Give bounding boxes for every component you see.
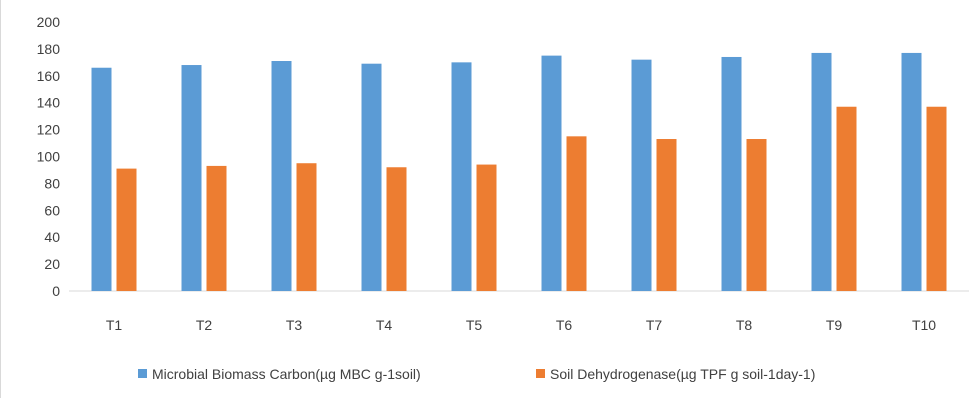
bar-dehydrogenase — [206, 165, 227, 291]
x-tick-label: T8 — [736, 317, 753, 333]
bar-mbc — [361, 63, 382, 291]
x-tick-label: T9 — [826, 317, 843, 333]
bar-dehydrogenase — [746, 139, 767, 291]
x-tick-label: T5 — [466, 317, 483, 333]
x-tick-label: T2 — [196, 317, 213, 333]
x-axis-ticks: T1 T2 T3 T4 T5 T6 T7 T8 T9 T10 — [106, 317, 936, 333]
y-tick-label: 200 — [37, 14, 61, 30]
bar-dehydrogenase — [566, 136, 587, 291]
legend-swatch-dehydrogenase — [536, 369, 545, 378]
bar-mbc — [721, 56, 742, 291]
legend-label-dehydrogenase: Soil Dehydrogenase(µg TPF g soil-1day-1) — [550, 366, 815, 382]
bar-mbc — [541, 55, 562, 291]
x-tick-label: T4 — [376, 317, 393, 333]
bars-group — [91, 52, 947, 292]
legend: Microbial Biomass Carbon(µg MBC g-1soil)… — [138, 366, 815, 382]
y-tick-label: 180 — [37, 41, 61, 57]
y-tick-label: 160 — [37, 68, 61, 84]
bar-mbc — [901, 52, 922, 292]
y-tick-label: 20 — [44, 256, 60, 272]
y-tick-label: 100 — [37, 149, 61, 165]
x-tick-label: T6 — [556, 317, 573, 333]
y-axis-ticks: 0 20 40 60 80 100 120 140 160 180 200 — [37, 14, 61, 299]
bar-mbc — [181, 65, 202, 291]
legend-swatch-mbc — [138, 369, 147, 378]
x-tick-label: T3 — [286, 317, 303, 333]
bar-mbc — [451, 62, 472, 291]
bar-dehydrogenase — [656, 139, 677, 291]
bar-dehydrogenase — [296, 163, 317, 291]
y-tick-label: 140 — [37, 95, 61, 111]
bar-mbc — [91, 67, 112, 291]
bar-dehydrogenase — [116, 168, 137, 291]
y-tick-label: 40 — [44, 229, 60, 245]
bar-dehydrogenase — [386, 167, 407, 291]
x-tick-label: T10 — [912, 317, 936, 333]
bar-mbc — [811, 52, 832, 292]
bar-dehydrogenase — [476, 164, 497, 291]
bar-dehydrogenase — [836, 106, 857, 291]
bar-dehydrogenase — [926, 106, 947, 291]
bar-mbc — [271, 61, 292, 291]
bar-mbc — [631, 59, 652, 291]
x-tick-label: T1 — [106, 317, 123, 333]
y-tick-label: 60 — [44, 202, 60, 218]
y-tick-label: 80 — [44, 175, 60, 191]
legend-label-mbc: Microbial Biomass Carbon(µg MBC g-1soil) — [152, 366, 421, 382]
x-tick-label: T7 — [646, 317, 663, 333]
y-tick-label: 0 — [52, 283, 60, 299]
y-tick-label: 120 — [37, 122, 61, 138]
